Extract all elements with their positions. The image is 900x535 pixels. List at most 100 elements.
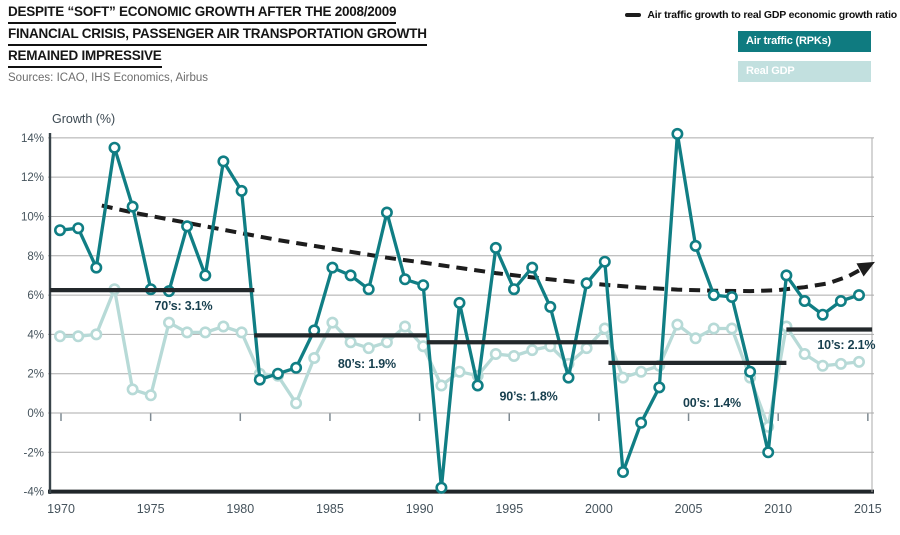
y-tick-label: 0%: [27, 408, 44, 420]
series-real-gdp-point: [126, 383, 139, 396]
decade-average-label: 10’s: 2.1%: [817, 338, 875, 352]
series-air-traffic-point: [580, 277, 593, 290]
x-tick-label: 1985: [316, 502, 344, 516]
sources-note: Sources: ICAO, IHS Economics, Airbus: [8, 72, 209, 84]
y-axis-title: Growth (%): [52, 112, 115, 126]
series-air-traffic-point: [72, 222, 85, 235]
series-air-traffic-point: [90, 261, 103, 274]
series-real-gdp-point: [580, 342, 593, 355]
series-real-gdp-point: [308, 351, 321, 364]
series-real-gdp-point: [290, 397, 303, 410]
series-air-traffic-point: [217, 155, 230, 168]
series-air-traffic-point: [744, 365, 757, 378]
series-air-traffic-point: [271, 367, 284, 380]
series-real-gdp-point: [163, 316, 176, 329]
series-air-traffic-point: [798, 294, 811, 307]
series-real-gdp-point: [217, 320, 230, 333]
series-air-traffic-point: [562, 371, 575, 384]
series-air-traffic-point: [435, 481, 448, 494]
series-air-traffic-point: [199, 269, 212, 282]
series-real-gdp-point: [616, 371, 629, 384]
series-air-traffic-point: [816, 308, 829, 321]
series-real-gdp-point: [598, 322, 611, 335]
series-air-traffic-point: [526, 261, 539, 274]
series-real-gdp-point: [435, 379, 448, 392]
y-tick-label: 2%: [27, 369, 44, 381]
decade-average-lines: 70’s: 3.1% 80’s: 1.9% 90’s: 1.8% 00’s: 1.4%…: [50, 288, 876, 410]
series-real-gdp-point: [398, 320, 411, 333]
title-line-3: REMAINED IMPRESSIVE: [8, 49, 162, 68]
series-air-traffic-point: [653, 381, 666, 394]
series-real-gdp-point: [72, 330, 85, 343]
y-tick-label: 8%: [27, 251, 44, 263]
legend-real-gdp-chip: Real GDP: [738, 61, 871, 82]
series-real-gdp-point: [344, 336, 357, 349]
series-air-traffic-point: [762, 446, 775, 459]
y-tick-label: 4%: [27, 329, 44, 341]
y-tick-label: 10%: [21, 211, 44, 223]
ratio-arrowhead: [856, 261, 875, 277]
title-line-2: FINANCIAL CRISIS, PASSENGER AIR TRANSPOR…: [8, 27, 427, 46]
series-real-gdp-point: [417, 340, 430, 353]
series-real-gdp-point: [326, 316, 339, 329]
decade-average-label: 80’s: 1.9%: [338, 357, 396, 371]
series-air-traffic-point: [344, 269, 357, 282]
series-real-gdp-point: [362, 342, 375, 355]
x-tick-label: 1995: [495, 502, 523, 516]
series-air-traffic-point: [290, 361, 303, 374]
title-line-1: DESPITE “SOFT” ECONOMIC GROWTH AFTER THE…: [8, 5, 397, 24]
series-real-gdp-point: [725, 322, 738, 335]
series-real-gdp-point: [453, 365, 466, 378]
series-air-traffic-point: [235, 184, 248, 197]
ratio-dashed-path: [101, 203, 864, 294]
series-air-traffic-point: [108, 141, 121, 154]
series-air-traffic-point: [616, 465, 629, 478]
series-real-gdp-point: [380, 336, 393, 349]
decade-average-label: 00’s: 1.4%: [683, 396, 741, 410]
series-air-traffic-point: [635, 416, 648, 429]
series-air-traffic-point: [453, 296, 466, 309]
series-real-gdp-point: [707, 322, 720, 335]
ratio-trend-line: [101, 203, 875, 294]
x-tick-label: 1970: [47, 502, 75, 516]
series-air-traffic-point: [780, 269, 793, 282]
series-air-traffic-point: [671, 127, 684, 140]
x-tick-label: 1990: [406, 502, 434, 516]
y-tick-label: 12%: [21, 172, 44, 184]
series-air-traffic-point: [834, 294, 847, 307]
series-real-gdp-point: [834, 357, 847, 370]
series-air-traffic-point: [181, 220, 194, 233]
series-real-gdp-point: [507, 349, 520, 362]
series-air-traffic-point: [489, 241, 502, 254]
decade-average-label: 90’s: 1.8%: [500, 389, 558, 403]
series-real-gdp-point: [199, 326, 212, 339]
series-real-gdp-point: [181, 326, 194, 339]
series-air-traffic-point: [689, 239, 702, 252]
x-tick-label: 2010: [764, 502, 792, 516]
series-real-gdp-point: [689, 332, 702, 345]
series-real-gdp-point: [235, 326, 248, 339]
series-air-traffic-point: [380, 206, 393, 219]
series-real-gdp-point: [526, 344, 539, 357]
series-real-gdp-point: [53, 330, 66, 343]
ratio-line-icon: [625, 13, 642, 17]
y-tick-label: 6%: [27, 290, 44, 302]
page-title: DESPITE “SOFT” ECONOMIC GROWTH AFTER THE…: [8, 5, 427, 84]
series-real-gdp-point: [852, 355, 865, 368]
grid-and-axes: 14% 12% 10% 8% 6% 4% 2% 0% -2% -4%1970 1975 1980 198…: [21, 133, 882, 516]
series-air-traffic-point: [707, 289, 720, 302]
series-air-traffic-point: [326, 261, 339, 274]
series-air-traffic-point: [598, 255, 611, 268]
y-tick-label: 14%: [21, 133, 44, 145]
series-air-traffic-point: [471, 379, 484, 392]
legend-ratio-label: Air traffic growth to real GDP economic …: [647, 9, 897, 21]
decade-average-label: 70’s: 3.1%: [154, 299, 212, 313]
series-real-gdp-point: [798, 347, 811, 360]
x-tick-label: 1975: [137, 502, 165, 516]
series-air-traffic-point: [398, 273, 411, 286]
y-tick-label: -2%: [24, 447, 44, 459]
series-air-traffic-point: [544, 300, 557, 313]
series-air-traffic-point: [852, 289, 865, 302]
series-real-gdp-point: [90, 328, 103, 341]
